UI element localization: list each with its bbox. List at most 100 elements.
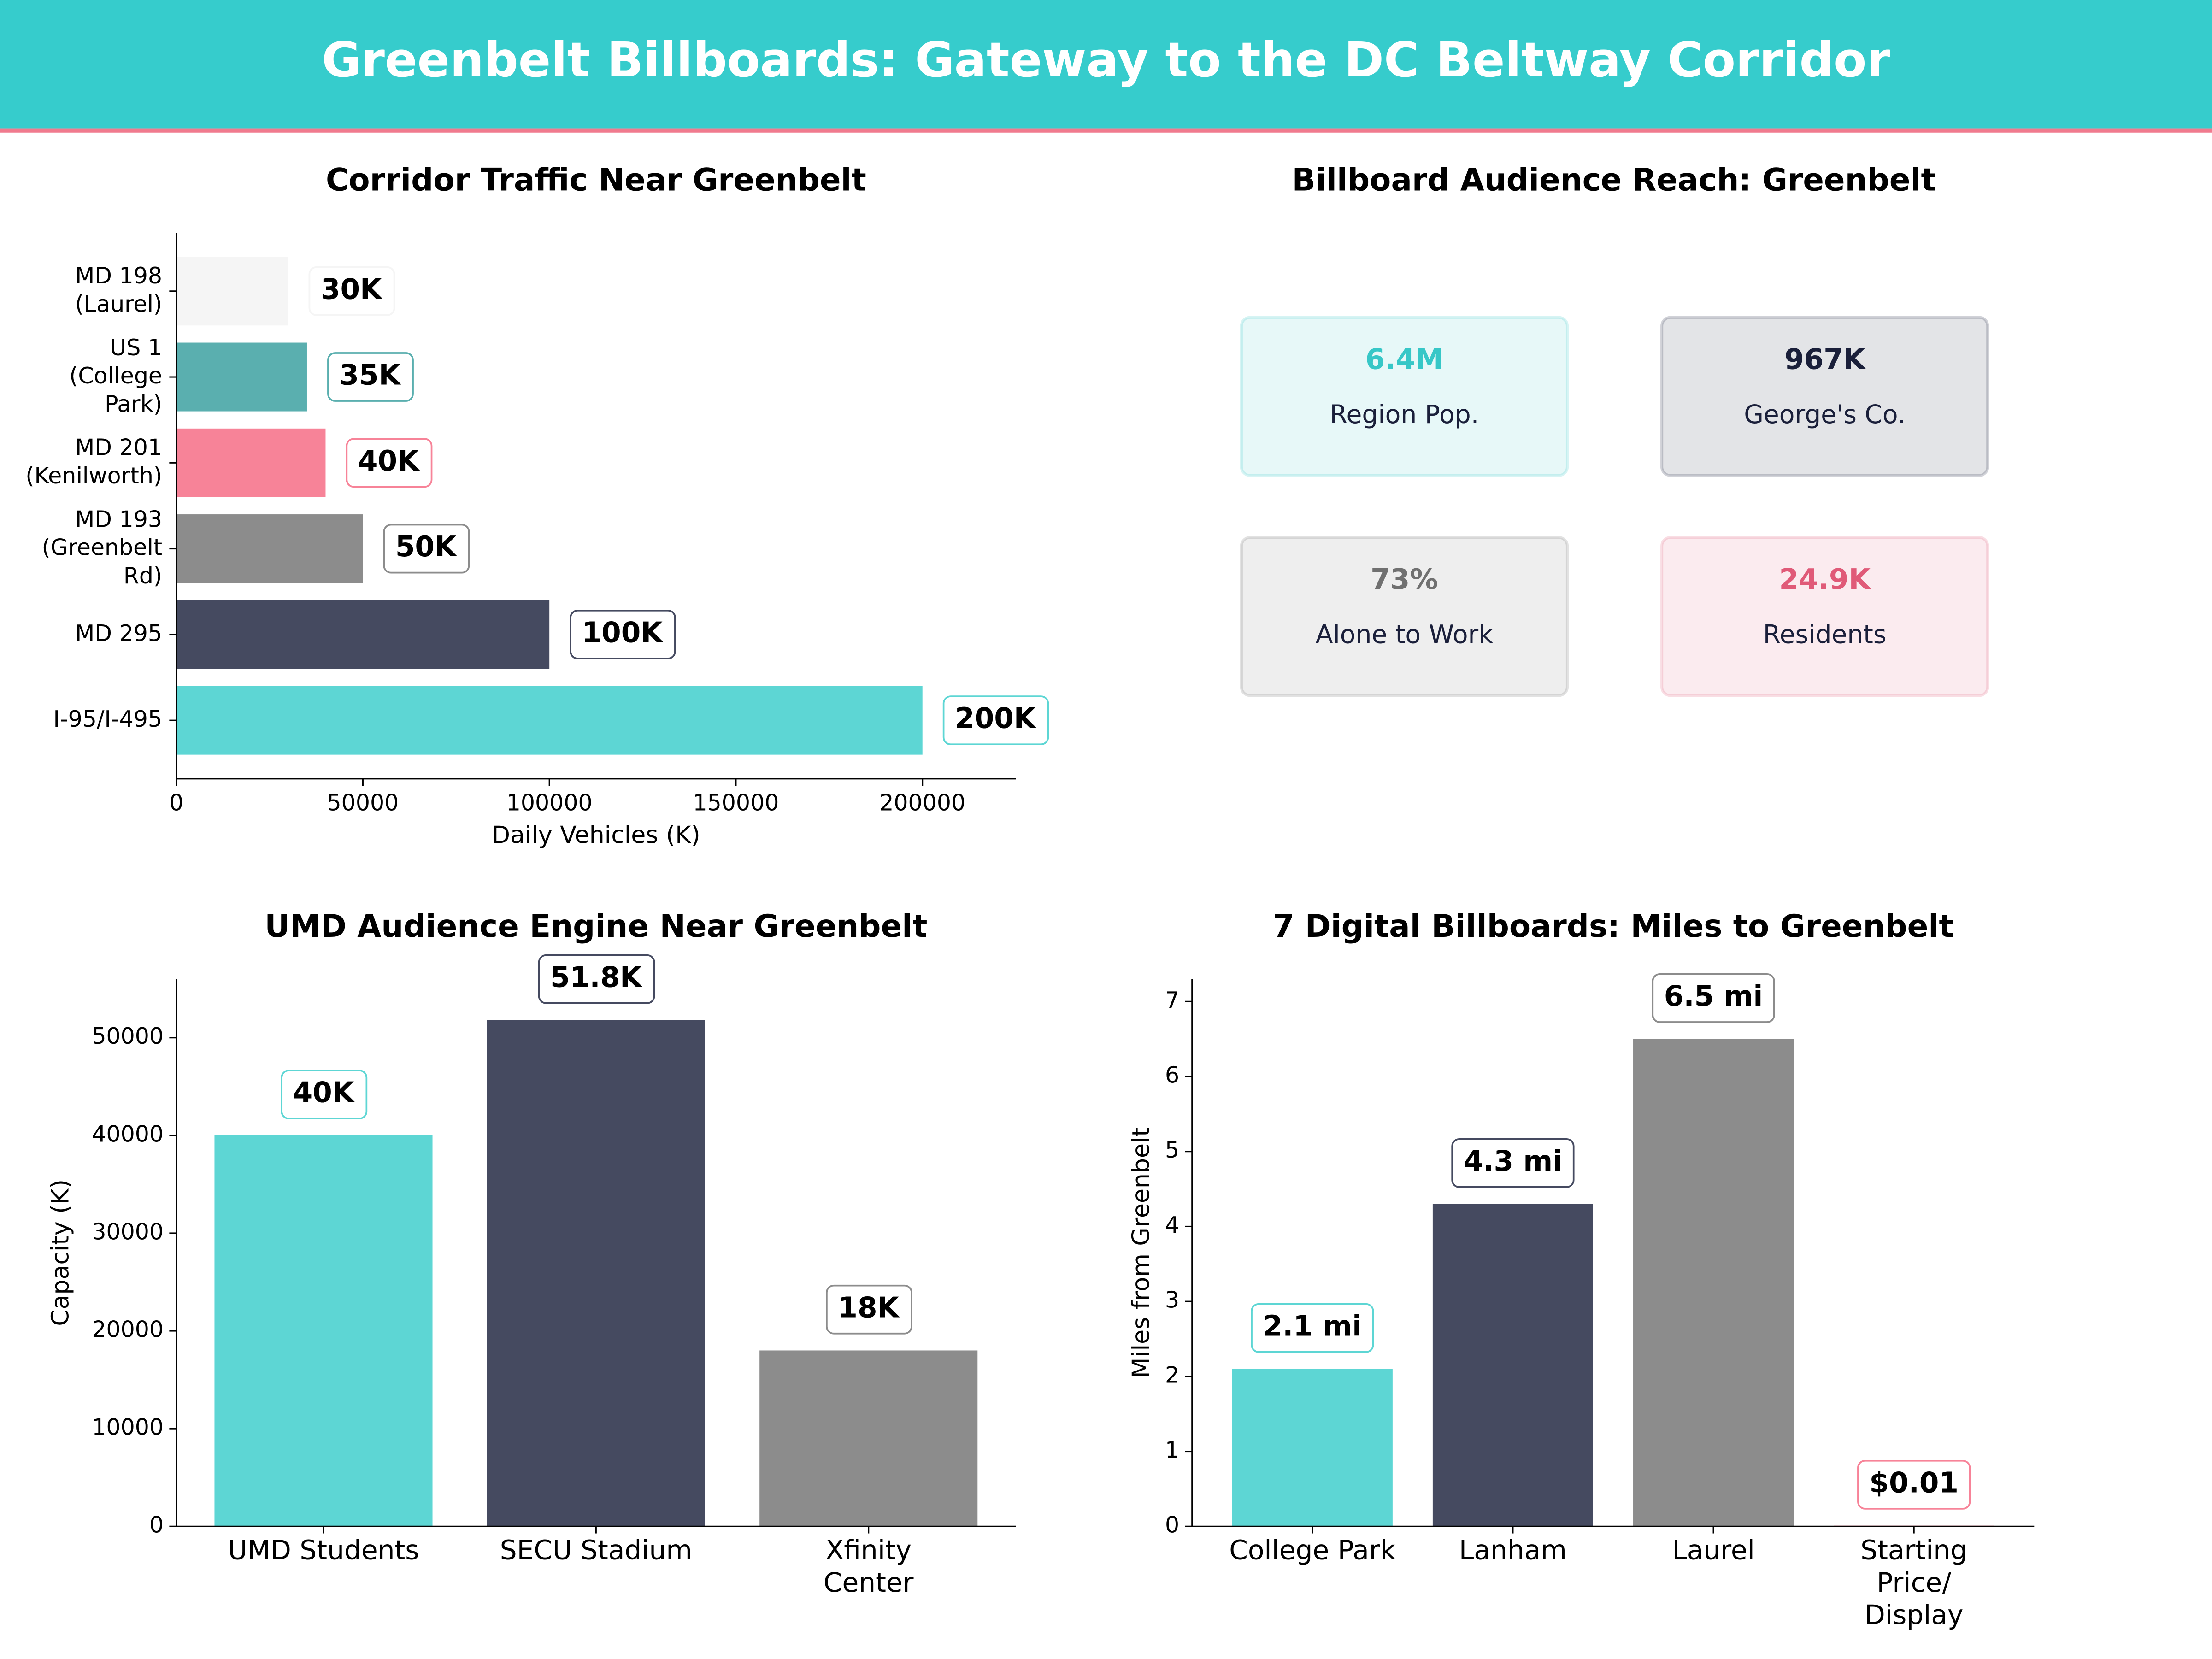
value-label-box (1251, 1303, 1374, 1353)
value-label-text: 100K (582, 616, 664, 649)
bar (176, 428, 326, 497)
y-tick-label: 2 (1165, 1362, 1179, 1388)
value-label-text: 4.3 mi (1464, 1145, 1563, 1177)
y-tick-label: MD 193 (Greenbelt Rd) (42, 506, 162, 588)
kpi-value: 73% (1371, 563, 1438, 596)
bar (1633, 1039, 1794, 1527)
value-label-text: 6.5 mi (1664, 980, 1763, 1012)
x-tick-label: 50000 (327, 789, 399, 816)
bar (214, 1135, 433, 1527)
value-label-text: 51.8K (550, 961, 643, 994)
y-tick-label: 1 (1165, 1437, 1179, 1463)
bar (487, 1020, 705, 1527)
kpi-card (1240, 316, 1569, 477)
x-tick-label: 0 (169, 789, 183, 816)
value-label: 50K (383, 524, 470, 574)
y-tick-label: 5 (1165, 1137, 1179, 1163)
x-tick-label: 100000 (506, 789, 593, 816)
bar (176, 514, 363, 583)
value-label: 100K (570, 609, 676, 659)
y-tick-label: 0 (149, 1512, 164, 1538)
value-label: 18K (826, 1284, 912, 1335)
value-label: 6.5 mi (1652, 973, 1775, 1023)
value-label-box (538, 954, 655, 1004)
bar (759, 1350, 978, 1527)
page-title: Greenbelt Billboards: Gateway to the DC … (322, 32, 1890, 88)
value-label-box (1451, 1138, 1575, 1188)
kpi-label: Residents (1763, 620, 1887, 649)
value-label-text: 40K (358, 445, 420, 477)
bar (1432, 1204, 1593, 1527)
bar (176, 600, 550, 669)
x-tick-label: 150000 (693, 789, 779, 816)
value-label-text: 2.1 mi (1263, 1310, 1362, 1342)
chart-title: Billboard Audience Reach: Greenbelt (1292, 161, 1936, 198)
kpi-card (1660, 536, 1989, 697)
header-rule (0, 128, 2212, 133)
value-label: 200K (942, 695, 1049, 746)
value-label: 35K (327, 352, 414, 402)
value-label-box (826, 1284, 912, 1335)
kpi-label: Alone to Work (1316, 620, 1493, 649)
kpi-value: 967K (1784, 343, 1866, 376)
y-tick-label: 20000 (92, 1317, 164, 1343)
value-label-box (281, 1070, 368, 1119)
value-label-box (570, 609, 676, 659)
kpi-value: 6.4M (1365, 343, 1443, 376)
y-tick-label: 4 (1165, 1212, 1179, 1238)
value-label-text: 18K (838, 1291, 900, 1324)
kpi-value: 24.9K (1779, 563, 1871, 596)
x-axis-label: Daily Vehicles (K) (492, 821, 700, 849)
y-axis-label: Capacity (K) (47, 1179, 75, 1326)
x-tick-label: 200000 (879, 789, 965, 816)
kpi-card (1660, 316, 1989, 477)
bar (1232, 1369, 1393, 1527)
y-tick-label: 40000 (92, 1121, 164, 1147)
chart-title: Corridor Traffic Near Greenbelt (326, 161, 866, 198)
value-label-text: $0.01 (1869, 1466, 1959, 1499)
value-label: 4.3 mi (1451, 1138, 1575, 1188)
y-tick-label: US 1 (College Park) (69, 334, 162, 417)
value-label-box (346, 438, 433, 488)
value-label-box (1857, 1459, 1971, 1510)
y-tick-label: 6 (1165, 1062, 1179, 1088)
x-tick-label: UMD Students (228, 1534, 419, 1565)
y-tick-label: 30000 (92, 1218, 164, 1245)
y-tick-label: MD 201 (Kenilworth) (25, 434, 162, 488)
value-label: 2.1 mi (1251, 1303, 1374, 1353)
bar (176, 342, 307, 412)
y-axis-label: Miles from Greenbelt (1128, 1127, 1155, 1378)
value-label-text: 35K (339, 359, 401, 392)
chart-title: UMD Audience Engine Near Greenbelt (265, 908, 927, 944)
value-label-text: 40K (293, 1077, 355, 1109)
header-bar (0, 0, 2212, 129)
value-label-box (942, 695, 1049, 746)
y-tick-label: 10000 (92, 1414, 164, 1441)
x-tick-label: Lanham (1459, 1534, 1567, 1565)
kpi-label: George's Co. (1744, 400, 1906, 429)
x-tick-label: Laurel (1672, 1534, 1754, 1565)
kpi-card (1240, 536, 1569, 697)
value-label: 40K (281, 1070, 368, 1119)
value-label-box (1652, 973, 1775, 1023)
x-tick-label: Starting Price/Display (1860, 1534, 1967, 1630)
y-tick-label: 0 (1165, 1512, 1179, 1538)
chart-title: 7 Digital Billboards: Miles to Greenbelt (1273, 908, 1954, 944)
y-tick-label: 50000 (92, 1023, 164, 1049)
value-label-text: 200K (955, 702, 1037, 735)
value-label: 30K (308, 266, 395, 316)
value-label-box (327, 352, 414, 402)
y-tick-label: 7 (1165, 987, 1179, 1013)
value-label: 40K (346, 438, 433, 488)
value-label: $0.01 (1857, 1459, 1971, 1510)
bar (176, 686, 923, 755)
value-label-box (383, 524, 470, 574)
x-tick-label: Xfinity Center (824, 1534, 914, 1598)
x-tick-label: SECU Stadium (500, 1534, 692, 1565)
value-label-box (308, 266, 395, 316)
x-tick-label: College Park (1229, 1534, 1395, 1565)
y-tick-label: I-95/I-495 (53, 706, 163, 732)
value-label-text: 50K (395, 530, 458, 563)
